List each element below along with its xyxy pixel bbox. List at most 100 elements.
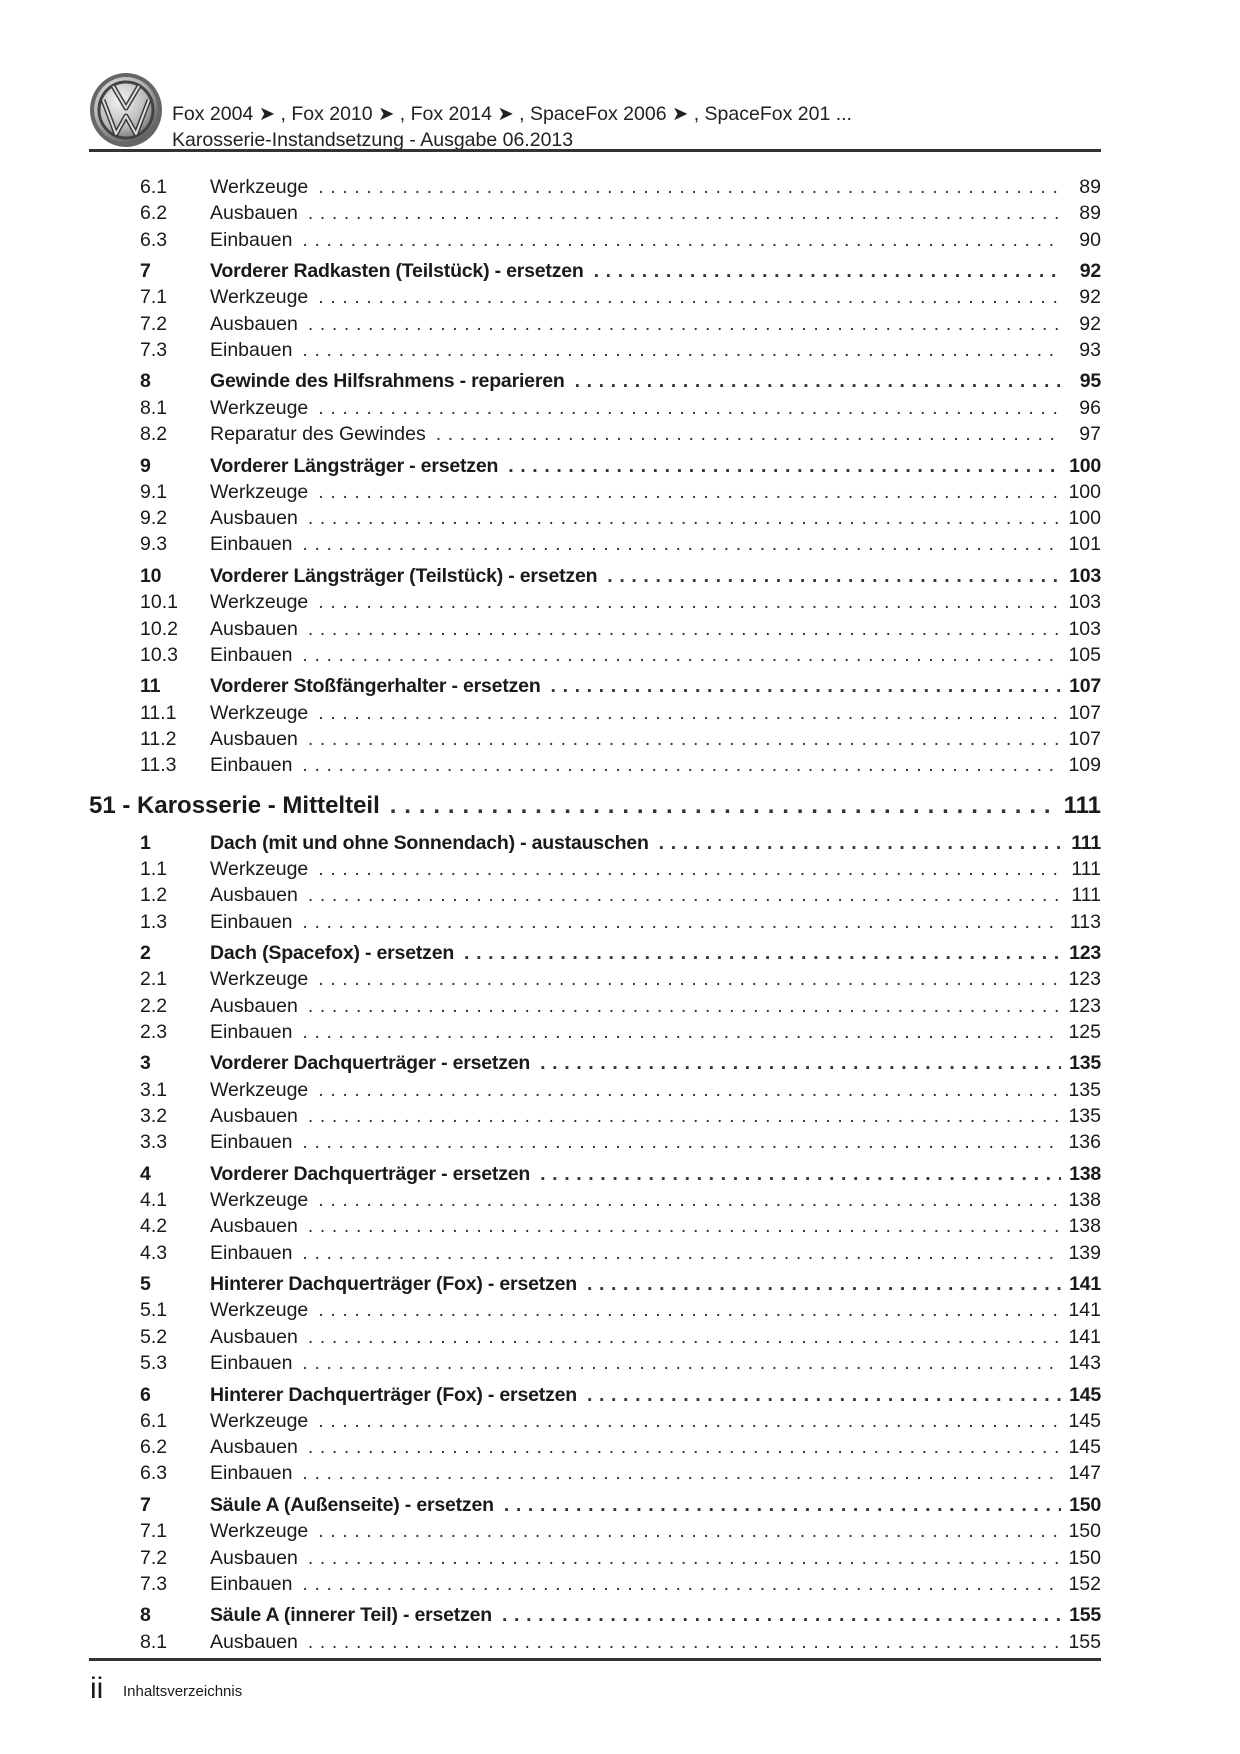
toc-entry[interactable]: 6.2 Ausbauen 89 bbox=[89, 202, 1101, 228]
entry-title: Werkzeuge bbox=[210, 1299, 309, 1322]
entry-number: 4.2 bbox=[140, 1215, 168, 1238]
dot-leader bbox=[607, 565, 1061, 588]
dot-leader bbox=[318, 1410, 1061, 1433]
entry-page: 135 bbox=[1069, 1052, 1101, 1075]
toc-entry[interactable]: 4.3 Einbauen 139 bbox=[89, 1242, 1101, 1268]
entry-number: 11.3 bbox=[140, 754, 177, 777]
toc-chapter[interactable]: 51 - Karosserie - Mittelteil 111 bbox=[89, 792, 1101, 826]
entry-title: Werkzeuge bbox=[210, 286, 309, 309]
entry-number: 7.2 bbox=[140, 312, 168, 335]
dot-leader bbox=[464, 942, 1061, 965]
toc-entry[interactable]: 8.1 Ausbauen 155 bbox=[89, 1631, 1101, 1657]
toc-entry[interactable]: 7.2 Ausbauen 92 bbox=[89, 313, 1101, 339]
toc-section[interactable]: 4 Vorderer Dachquerträger - ersetzen 138 bbox=[89, 1163, 1101, 1189]
entry-number: 2.2 bbox=[140, 994, 168, 1017]
toc-entry[interactable]: 5.2 Ausbauen 141 bbox=[89, 1326, 1101, 1352]
entry-page: 96 bbox=[1079, 396, 1101, 419]
entry-title: Ausbauen bbox=[210, 1436, 298, 1459]
toc-entry[interactable]: 10.1 Werkzeuge 103 bbox=[89, 591, 1101, 617]
toc-section[interactable]: 8 Säule A (innerer Teil) - ersetzen 155 bbox=[89, 1604, 1101, 1630]
entry-number: 7 bbox=[140, 1493, 151, 1516]
entry-number: 2.3 bbox=[140, 1020, 168, 1043]
toc-section[interactable]: 8 Gewinde des Hilfsrahmens - reparieren 95 bbox=[89, 370, 1101, 396]
toc-entry[interactable]: 3.2 Ausbauen 135 bbox=[89, 1105, 1101, 1131]
toc-entry[interactable]: 11.1 Werkzeuge 107 bbox=[89, 702, 1101, 728]
toc-section[interactable]: 7 Vorderer Radkasten (Teilstück) - ersetz… bbox=[89, 260, 1101, 286]
toc-entry[interactable]: 10.2 Ausbauen 103 bbox=[89, 618, 1101, 644]
entry-title: Werkzeuge bbox=[210, 591, 309, 614]
entry-number: 8.1 bbox=[140, 396, 168, 419]
entry-page: 107 bbox=[1068, 701, 1101, 724]
toc-entry[interactable]: 1.3 Einbauen 113 bbox=[89, 911, 1101, 937]
entry-page: 92 bbox=[1079, 312, 1101, 335]
entry-title: Einbauen bbox=[210, 1020, 293, 1043]
entry-title: Ausbauen bbox=[210, 202, 298, 225]
toc-section[interactable]: 10 Vorderer Längsträger (Teilstück) - ers… bbox=[89, 565, 1101, 591]
toc-entry[interactable]: 2.2 Ausbauen 123 bbox=[89, 995, 1101, 1021]
entry-title: Werkzeuge bbox=[210, 176, 309, 198]
entry-title: Ausbauen bbox=[210, 1546, 298, 1569]
dot-leader bbox=[551, 675, 1061, 698]
toc-entry[interactable]: 7.1 Werkzeuge 150 bbox=[89, 1520, 1101, 1546]
entry-number: 4 bbox=[140, 1162, 151, 1185]
entry-title: Ausbauen bbox=[210, 617, 298, 640]
toc-entry[interactable]: 11.2 Ausbauen 107 bbox=[89, 728, 1101, 754]
toc-entry[interactable]: 5.1 Werkzeuge 141 bbox=[89, 1299, 1101, 1325]
toc-entry[interactable]: 6.1 Werkzeuge 145 bbox=[89, 1410, 1101, 1436]
toc-entry[interactable]: 7.3 Einbauen 93 bbox=[89, 339, 1101, 365]
toc-entry[interactable]: 1.1 Werkzeuge 111 bbox=[89, 858, 1101, 884]
toc-entry[interactable]: 10.3 Einbauen 105 bbox=[89, 644, 1101, 670]
toc-section[interactable]: 5 Hinterer Dachquerträger (Fox) - ersetze… bbox=[89, 1273, 1101, 1299]
toc-section[interactable]: 6 Hinterer Dachquerträger (Fox) - ersetze… bbox=[89, 1384, 1101, 1410]
toc-entry[interactable]: 9.1 Werkzeuge 100 bbox=[89, 481, 1101, 507]
dot-leader bbox=[318, 858, 1061, 881]
toc-entry[interactable]: 3.1 Werkzeuge 135 bbox=[89, 1079, 1101, 1105]
entry-title: Hinterer Dachquerträger (Fox) - ersetzen bbox=[210, 1383, 577, 1406]
dot-leader bbox=[302, 754, 1061, 777]
toc-section[interactable]: 9 Vorderer Längsträger - ersetzen 100 bbox=[89, 455, 1101, 481]
toc-entry[interactable]: 2.3 Einbauen 125 bbox=[89, 1021, 1101, 1047]
entry-number: 1 bbox=[140, 831, 151, 854]
entry-page: 136 bbox=[1068, 1131, 1101, 1154]
dot-leader bbox=[318, 481, 1061, 504]
toc-entry[interactable]: 11.3 Einbauen 109 bbox=[89, 754, 1101, 780]
toc-entry[interactable]: 9.2 Ausbauen 100 bbox=[89, 507, 1101, 533]
toc-entry[interactable]: 4.1 Werkzeuge 138 bbox=[89, 1189, 1101, 1215]
entry-page: 111 bbox=[1071, 857, 1101, 880]
dot-leader bbox=[308, 995, 1061, 1018]
entry-page: 103 bbox=[1068, 591, 1101, 614]
toc-section[interactable]: 11 Vorderer Stoßfängerhalter - ersetzen 10… bbox=[89, 675, 1101, 701]
dot-leader bbox=[318, 1520, 1061, 1543]
entry-number: 3.3 bbox=[140, 1131, 168, 1154]
entry-number: 5.1 bbox=[140, 1299, 168, 1322]
entry-page: 97 bbox=[1079, 423, 1101, 446]
toc-entry[interactable]: 4.2 Ausbauen 138 bbox=[89, 1215, 1101, 1241]
entry-title: Einbauen bbox=[210, 910, 293, 933]
toc-entry[interactable]: 6.3 Einbauen 147 bbox=[89, 1462, 1101, 1488]
toc-section[interactable]: 1 Dach (mit und ohne Sonnendach) - austau… bbox=[89, 832, 1101, 858]
toc-entry[interactable]: 8.2 Reparatur des Gewindes 97 bbox=[89, 423, 1101, 449]
toc-entry[interactable]: 6.3 Einbauen 90 bbox=[89, 229, 1101, 255]
toc-section[interactable]: 3 Vorderer Dachquerträger - ersetzen 135 bbox=[89, 1052, 1101, 1078]
toc-entry[interactable]: 8.1 Werkzeuge 96 bbox=[89, 397, 1101, 423]
toc-entry[interactable]: 9.3 Einbauen 101 bbox=[89, 533, 1101, 559]
toc-entry[interactable]: 6.1 Werkzeuge 89 bbox=[89, 176, 1101, 202]
entry-number: 2.1 bbox=[140, 968, 168, 991]
toc-entry[interactable]: 7.2 Ausbauen 150 bbox=[89, 1547, 1101, 1573]
toc-entry[interactable]: 2.1 Werkzeuge 123 bbox=[89, 968, 1101, 994]
toc-section[interactable]: 2 Dach (Spacefox) - ersetzen 123 bbox=[89, 942, 1101, 968]
entry-title: Ausbauen bbox=[210, 884, 298, 907]
toc-entry[interactable]: 3.3 Einbauen 136 bbox=[89, 1131, 1101, 1157]
dot-leader bbox=[318, 591, 1061, 614]
entry-title: Ausbauen bbox=[210, 1630, 298, 1653]
toc-entry[interactable]: 6.2 Ausbauen 145 bbox=[89, 1436, 1101, 1462]
toc-entry[interactable]: 7.3 Einbauen 152 bbox=[89, 1573, 1101, 1599]
toc-entry[interactable]: 5.3 Einbauen 143 bbox=[89, 1352, 1101, 1378]
toc-section[interactable]: 7 Säule A (Außenseite) - ersetzen 150 bbox=[89, 1494, 1101, 1520]
toc-entry[interactable]: 7.1 Werkzeuge 92 bbox=[89, 286, 1101, 312]
dot-leader bbox=[508, 455, 1061, 478]
entry-number: 7.2 bbox=[140, 1546, 168, 1569]
entry-page: 103 bbox=[1069, 564, 1101, 587]
entry-page: 107 bbox=[1068, 727, 1101, 750]
toc-entry[interactable]: 1.2 Ausbauen 111 bbox=[89, 884, 1101, 910]
